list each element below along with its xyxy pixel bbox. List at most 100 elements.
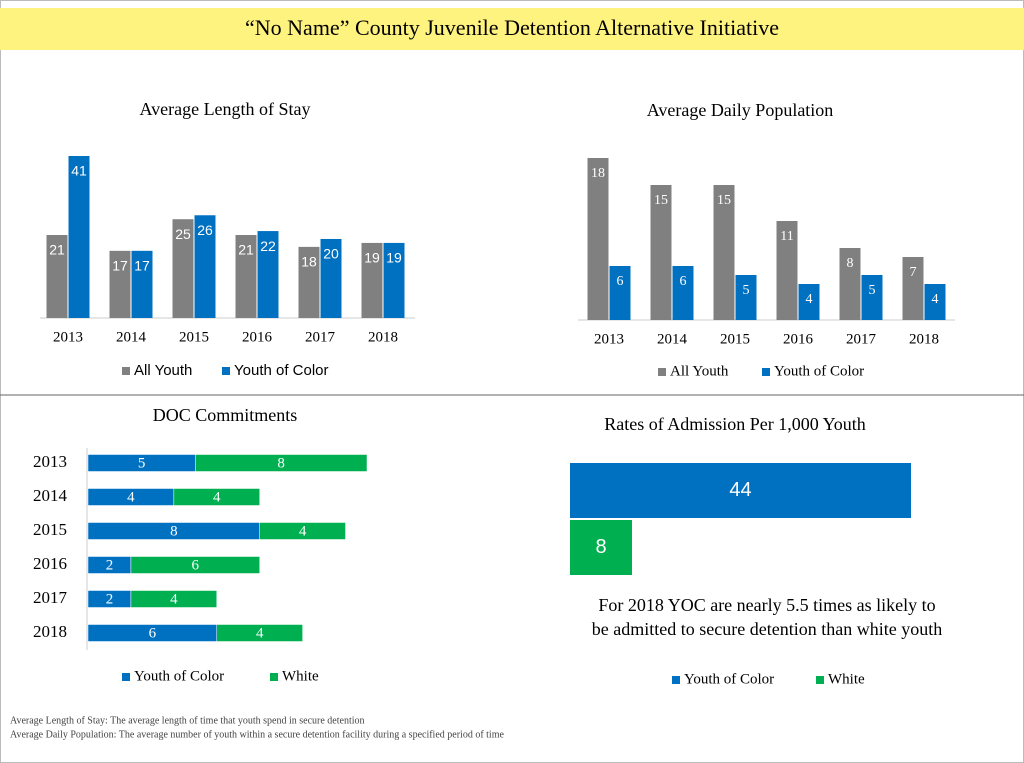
bar (257, 231, 279, 318)
legend-swatch (222, 367, 230, 375)
data-label: 4 (170, 591, 178, 607)
data-label: 4 (932, 292, 939, 307)
bar (131, 250, 153, 318)
legend-swatch (816, 676, 824, 684)
chart-title: DOC Commitments (153, 405, 298, 425)
bar-segment (130, 556, 260, 574)
bar-segment (130, 590, 218, 608)
annotation: For 2018 YOC are nearly 5.5 times as lik… (598, 595, 935, 615)
data-label: 21 (49, 242, 65, 258)
data-label: 15 (654, 193, 668, 208)
legend-swatch (270, 673, 278, 681)
chart-title: Average Length of Stay (139, 99, 310, 119)
data-label: 6 (149, 625, 157, 641)
data-label: 26 (197, 222, 213, 238)
legend-swatch (762, 368, 770, 376)
legend-swatch (672, 676, 680, 684)
data-label: 2 (106, 591, 114, 607)
x-tick-label: 2014 (657, 331, 688, 347)
chart-title: Average Daily Population (647, 100, 834, 120)
x-tick-label: 2015 (179, 329, 209, 345)
bar (570, 463, 911, 518)
page-title: “No Name” County Juvenile Detention Alte… (245, 15, 779, 40)
x-tick-label: 2018 (909, 331, 939, 347)
bar (924, 284, 946, 320)
x-tick-label: 2016 (242, 329, 273, 345)
x-tick-label: 2014 (116, 329, 147, 345)
bar (235, 235, 257, 318)
legend-label: White (282, 668, 319, 684)
data-label: 4 (213, 489, 221, 505)
legend-label: All Youth (670, 363, 729, 379)
bar (383, 242, 405, 318)
data-label: 7 (910, 265, 917, 280)
data-label: 5 (869, 283, 876, 298)
data-label: 4 (806, 292, 813, 307)
data-label: 44 (729, 479, 751, 501)
data-label: 25 (175, 226, 191, 242)
bar (839, 248, 861, 320)
legend-label: White (828, 671, 865, 687)
bar (320, 238, 342, 318)
bar (776, 221, 798, 320)
bar (650, 185, 672, 320)
data-label: 8 (595, 536, 606, 558)
data-label: 8 (170, 523, 178, 539)
legend-label: Youth of Color (774, 363, 864, 379)
y-tick-label: 2013 (33, 452, 67, 471)
bar (587, 158, 609, 320)
footnote: Average Daily Population: The average nu… (10, 729, 504, 740)
legend-label: Youth of Color (234, 362, 329, 379)
data-label: 15 (717, 193, 731, 208)
y-tick-label: 2017 (33, 588, 68, 607)
data-label: 19 (386, 250, 402, 266)
bar (735, 275, 757, 320)
bar (361, 242, 383, 318)
data-label: 8 (847, 256, 854, 271)
legend-swatch (658, 368, 666, 376)
x-tick-label: 2016 (783, 331, 814, 347)
data-label: 6 (192, 557, 200, 573)
data-label: 17 (112, 258, 128, 274)
legend-label: All Youth (134, 362, 192, 379)
x-tick-label: 2017 (846, 331, 877, 347)
legend-swatch (122, 367, 130, 375)
bar (798, 284, 820, 320)
data-label: 19 (364, 250, 380, 266)
bar-segment (216, 624, 303, 642)
bar (713, 185, 735, 320)
data-label: 20 (323, 246, 339, 262)
header-band (0, 8, 1024, 50)
data-label: 4 (299, 523, 307, 539)
bar (570, 520, 632, 575)
data-label: 18 (591, 166, 605, 181)
bar (861, 275, 883, 320)
bar (672, 266, 694, 320)
bar (172, 219, 194, 318)
bar-segment (173, 488, 260, 506)
legend-label: Youth of Color (684, 671, 774, 687)
bar (68, 156, 90, 318)
data-label: 21 (238, 242, 254, 258)
data-label: 8 (277, 455, 285, 471)
bar (194, 215, 216, 318)
x-tick-label: 2013 (53, 329, 83, 345)
bar (46, 235, 68, 318)
data-label: 6 (617, 274, 624, 289)
data-label: 4 (256, 625, 264, 641)
data-label: 4 (127, 489, 135, 505)
x-tick-label: 2018 (368, 329, 398, 345)
bar (902, 257, 924, 320)
y-tick-label: 2018 (33, 622, 67, 641)
data-label: 18 (301, 254, 317, 270)
footnote: Average Length of Stay: The average leng… (10, 715, 365, 726)
bar-segment (195, 454, 368, 472)
annotation: be admitted to secure detention than whi… (592, 619, 942, 639)
bar (109, 250, 131, 318)
y-tick-label: 2014 (33, 486, 68, 505)
y-tick-label: 2016 (33, 554, 67, 573)
legend-label: Youth of Color (134, 668, 224, 684)
data-label: 5 (743, 283, 750, 298)
data-label: 5 (138, 455, 146, 471)
y-tick-label: 2015 (33, 520, 67, 539)
